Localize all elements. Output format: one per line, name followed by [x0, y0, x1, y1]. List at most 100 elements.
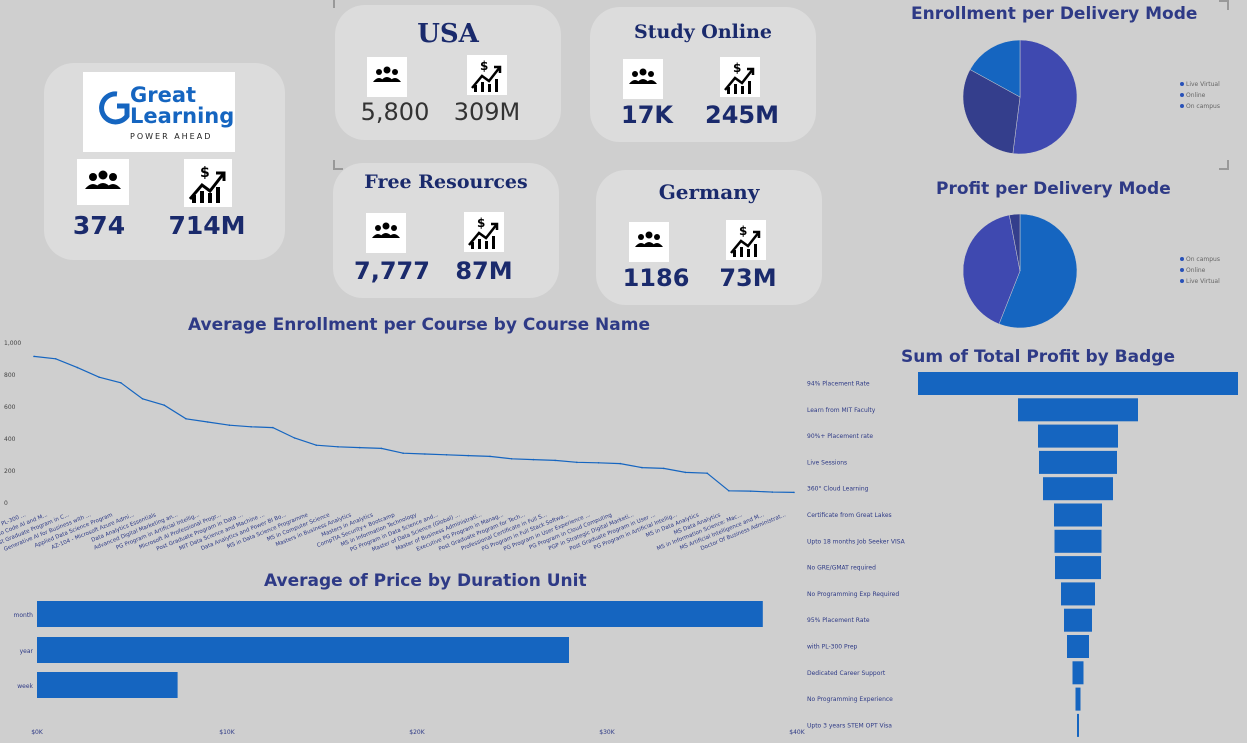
legend-item: Online [1180, 92, 1220, 99]
badge-bar [1077, 713, 1079, 737]
logo-tagline: POWER AHEAD [130, 132, 213, 141]
legend-label: Online [1186, 92, 1206, 99]
enrollment-delivery-title: Enrollment per Delivery Mode [911, 4, 1198, 24]
x-tick-label: $20K [409, 729, 425, 736]
data-point [380, 447, 383, 450]
selection-frame-corner [333, 0, 343, 8]
data-point [76, 366, 79, 369]
badge-label: Learn from MIT Faculty [807, 407, 876, 414]
data-point [358, 446, 361, 449]
data-point [662, 467, 665, 470]
svg-text:$: $ [480, 59, 488, 73]
brand-profit-value: 714M [168, 211, 246, 240]
data-point [206, 421, 209, 423]
badge-bar [1072, 661, 1084, 685]
logo-name-line1: Great [130, 83, 197, 107]
badge-bar [1038, 424, 1118, 448]
y-category-label: week [17, 683, 33, 690]
data-point [619, 462, 622, 465]
data-point [554, 459, 556, 462]
svg-text:$: $ [733, 61, 741, 75]
y-tick-label: 0 [4, 500, 8, 507]
badge-label: Upto 3 years STEM OPT Visa [807, 722, 892, 729]
data-point [576, 461, 578, 464]
pie-slice [1009, 213, 1021, 272]
y-tick-label: 600 [4, 404, 16, 411]
legend-label: Live Virtual [1186, 278, 1220, 285]
data-point [337, 446, 339, 448]
legend-label: On campus [1186, 256, 1220, 263]
y-tick-label: 400 [4, 436, 16, 443]
avg-price-title: Average of Price by Duration Unit [264, 571, 587, 591]
data-point [771, 491, 774, 493]
legend-label: Live Virtual [1186, 81, 1220, 88]
avg-price-bar-chart: month year week $0K $10K $20K $30K $40K [14, 601, 806, 736]
data-point [597, 462, 600, 464]
data-point [467, 454, 470, 457]
germany-profit-value: 73M [719, 264, 777, 292]
legend-item: On campus [1180, 256, 1220, 263]
badge-label: 90%+ Placement rate [807, 433, 873, 440]
data-point [728, 490, 730, 492]
y-tick-label: 800 [4, 372, 16, 379]
data-point [641, 466, 643, 469]
legend-label: Online [1186, 267, 1206, 274]
badge-label: Certificate from Great Lakes [807, 512, 892, 519]
y-tick-label: 1,000 [4, 340, 21, 347]
data-point [54, 358, 57, 360]
data-point [684, 471, 687, 474]
germany-learners-value: 1186 [622, 264, 690, 292]
selection-frame-corner [1219, 160, 1229, 170]
money-growth-icon: $ [184, 159, 232, 207]
badge-bar [918, 372, 1238, 395]
money-growth-icon: $ [726, 220, 766, 260]
selection-frame-corner [1219, 0, 1229, 10]
badge-bar [1075, 687, 1081, 711]
data-point [489, 455, 491, 458]
data-point [272, 426, 274, 429]
avg-enrollment-title: Average Enrollment per Course by Course … [188, 315, 650, 335]
free-resources-card: Free Resources $ 7,777 87M [333, 163, 559, 298]
free-resources-learners-value: 7,777 [354, 257, 430, 285]
data-point [402, 452, 404, 454]
badge-label: 95% Placement Rate [807, 617, 870, 624]
money-growth-icon: $ [467, 55, 507, 95]
data-point [424, 453, 426, 455]
badge-bar [1054, 503, 1102, 527]
badge-label: with PL-300 Prep [807, 644, 858, 651]
badge-label: No Programming Experience [807, 696, 893, 703]
data-point [228, 424, 231, 426]
y-category-label: year [20, 648, 34, 655]
svg-text:$: $ [739, 224, 747, 238]
legend-item: Live Virtual [1180, 278, 1220, 285]
badge-label: No Programming Exp Required [807, 591, 899, 598]
x-tick-label: $40K [789, 729, 805, 736]
money-growth-icon: $ [464, 212, 504, 252]
badge-bar [1055, 556, 1101, 580]
price-bar [37, 672, 178, 698]
data-point [706, 472, 708, 474]
y-category-label: month [14, 612, 34, 619]
profit-delivery-title: Profit per Delivery Mode [936, 179, 1171, 199]
badge-label: 360° Cloud Learning [807, 486, 869, 493]
price-bar [37, 637, 569, 663]
data-point [315, 444, 318, 446]
brand-learners-value: 374 [72, 211, 126, 240]
badge-bar [1018, 398, 1138, 422]
enrollment-series-line [33, 355, 795, 493]
data-point [793, 491, 795, 494]
germany-title: Germany [658, 180, 760, 204]
logo-name-line2: Learning [130, 104, 235, 128]
badge-bar [1043, 477, 1113, 501]
badge-label: Dedicated Career Support [807, 670, 886, 677]
data-point [510, 458, 513, 460]
profit-badge-funnel-chart: 94% Placement Rate Learn from MIT Faculty… [807, 372, 1238, 737]
svg-text:$: $ [200, 165, 210, 181]
data-point [141, 398, 144, 400]
people-group-icon [367, 57, 407, 97]
germany-card: Germany $ 1186 73M [596, 170, 822, 305]
data-point [445, 454, 448, 456]
great-learning-logo: Great Learning POWER AHEAD [83, 72, 235, 152]
badge-bar [1061, 582, 1095, 606]
